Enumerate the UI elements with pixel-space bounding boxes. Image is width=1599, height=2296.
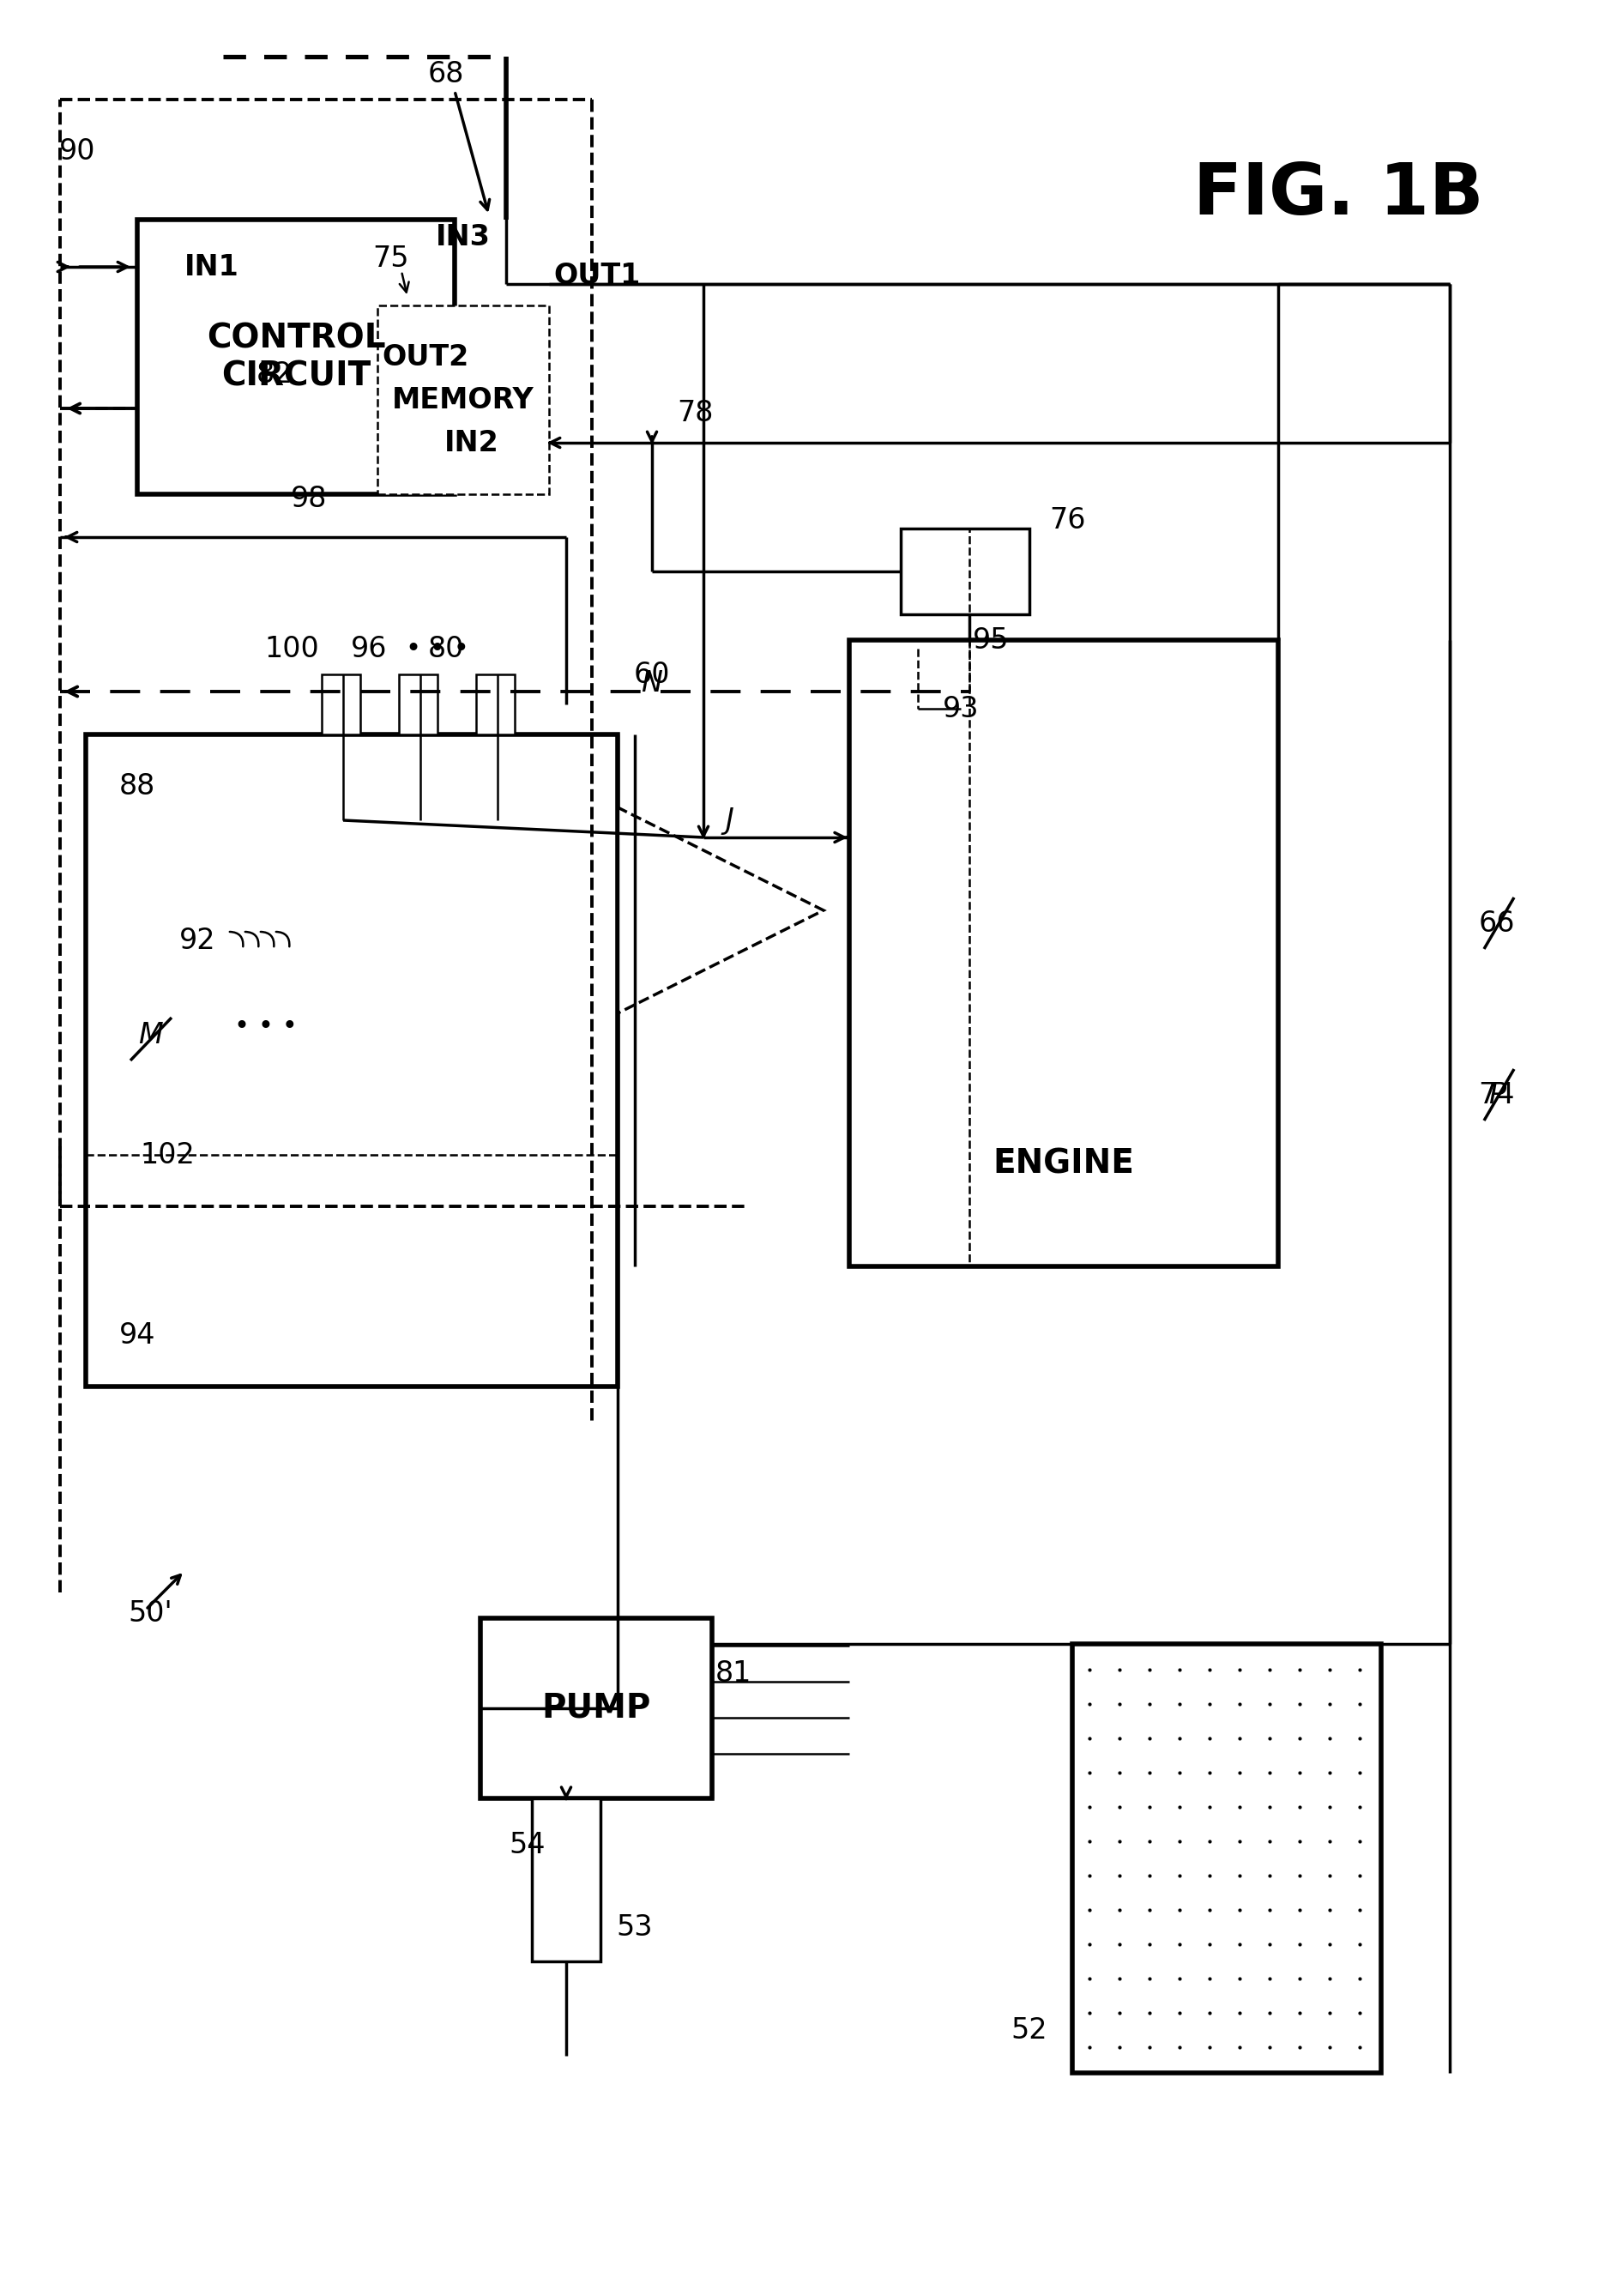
- Bar: [138, 220, 454, 494]
- Text: 94: 94: [118, 1320, 155, 1350]
- Bar: [480, 1619, 712, 1798]
- Text: 98: 98: [291, 484, 326, 512]
- Text: OUT1: OUT1: [553, 262, 640, 289]
- Text: 100: 100: [264, 634, 320, 664]
- Bar: [86, 735, 617, 1387]
- Text: 81: 81: [715, 1660, 752, 1688]
- Text: M: M: [138, 1022, 163, 1049]
- Text: ENGINE: ENGINE: [993, 1148, 1134, 1180]
- Text: 50': 50': [128, 1600, 173, 1628]
- Text: 68: 68: [429, 60, 464, 87]
- Bar: [900, 528, 1030, 615]
- Text: P: P: [1489, 1081, 1506, 1109]
- Bar: [377, 305, 548, 494]
- Text: IN3: IN3: [437, 223, 491, 250]
- Text: 76: 76: [1051, 505, 1086, 535]
- Text: 66: 66: [1479, 909, 1516, 937]
- Bar: [849, 641, 1278, 1267]
- Bar: [321, 675, 360, 735]
- Text: J: J: [724, 806, 734, 833]
- Text: 52: 52: [1011, 2016, 1047, 2043]
- Text: 93: 93: [942, 696, 979, 723]
- Text: 92: 92: [179, 925, 216, 955]
- Text: OUT2: OUT2: [382, 342, 469, 372]
- Text: CONTROL
CIRCUIT: CONTROL CIRCUIT: [206, 321, 385, 393]
- Text: PUMP: PUMP: [542, 1692, 651, 1724]
- Text: MEMORY: MEMORY: [392, 386, 534, 413]
- Bar: [398, 675, 438, 735]
- Text: 54: 54: [510, 1832, 545, 1860]
- Bar: [1073, 1644, 1382, 2073]
- Polygon shape: [617, 808, 823, 1013]
- Text: 90: 90: [59, 138, 96, 165]
- Text: FIG. 1B: FIG. 1B: [1193, 158, 1484, 230]
- Bar: [532, 1798, 601, 1961]
- Text: 95: 95: [972, 627, 1009, 654]
- Text: IN1: IN1: [184, 253, 240, 280]
- Text: 88: 88: [120, 771, 155, 799]
- Text: 102: 102: [139, 1141, 195, 1169]
- Text: IN2: IN2: [445, 429, 499, 457]
- Bar: [477, 675, 515, 735]
- Text: • • •: • • •: [233, 1015, 297, 1038]
- Text: 53: 53: [617, 1913, 652, 1940]
- Text: 78: 78: [676, 400, 713, 427]
- Text: 96: 96: [350, 634, 387, 664]
- Text: 60: 60: [633, 661, 670, 689]
- Text: 80: 80: [429, 634, 464, 664]
- Text: 74: 74: [1479, 1081, 1516, 1109]
- Text: • • •: • • •: [406, 636, 469, 661]
- Text: 82: 82: [256, 360, 293, 388]
- Text: N: N: [641, 668, 662, 698]
- Text: 75: 75: [373, 243, 408, 273]
